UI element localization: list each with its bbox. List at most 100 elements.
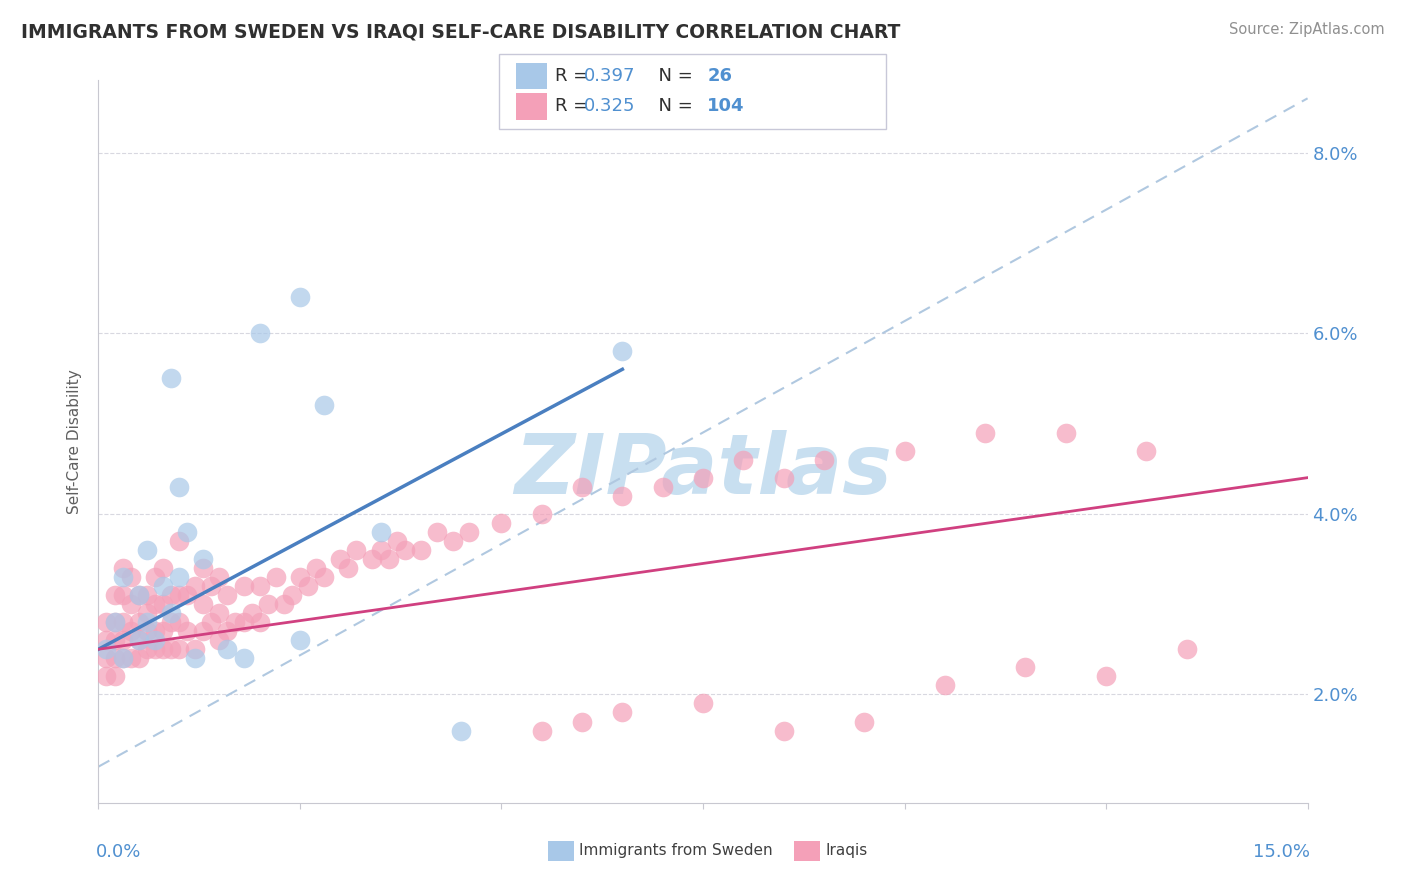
Point [530, 723, 553, 738]
Point [344, 542, 367, 557]
Point [184, 642, 207, 657]
Point [143, 642, 166, 657]
Point [143, 597, 166, 611]
Point [103, 615, 125, 630]
Point [135, 542, 157, 557]
Point [733, 452, 755, 467]
Point [692, 470, 714, 484]
Point [314, 570, 336, 584]
Point [297, 579, 319, 593]
Point [224, 615, 246, 630]
Point [337, 561, 360, 575]
Point [193, 624, 215, 639]
Point [934, 678, 956, 692]
Point [450, 723, 472, 738]
Point [167, 642, 190, 657]
Text: N =: N = [647, 67, 699, 85]
Point [1054, 425, 1077, 440]
Point [217, 624, 239, 639]
Point [772, 470, 794, 484]
Point [96, 615, 118, 630]
Point [128, 633, 150, 648]
Point [167, 533, 190, 548]
Point [426, 524, 449, 539]
Point [135, 606, 157, 620]
Point [103, 651, 125, 665]
Point [103, 615, 125, 630]
Point [184, 651, 207, 665]
Point [772, 723, 794, 738]
Point [120, 570, 142, 584]
Point [813, 452, 835, 467]
Point [208, 606, 231, 620]
Point [370, 524, 392, 539]
Point [167, 570, 190, 584]
Point [571, 480, 593, 494]
Point [612, 344, 634, 359]
Point [314, 398, 336, 412]
Point [111, 588, 134, 602]
Point [974, 425, 997, 440]
Point [120, 597, 142, 611]
Point [370, 542, 392, 557]
Text: IMMIGRANTS FROM SWEDEN VS IRAQI SELF-CARE DISABILITY CORRELATION CHART: IMMIGRANTS FROM SWEDEN VS IRAQI SELF-CAR… [21, 22, 900, 41]
Point [193, 561, 215, 575]
Point [208, 633, 231, 648]
Point [240, 606, 263, 620]
Point [377, 552, 399, 566]
Point [111, 561, 134, 575]
Point [176, 588, 198, 602]
Point [128, 588, 150, 602]
Point [217, 642, 239, 657]
Point [128, 615, 150, 630]
Point [305, 561, 328, 575]
Text: 0.397: 0.397 [583, 67, 636, 85]
Point [193, 597, 215, 611]
Point [200, 615, 222, 630]
Point [143, 633, 166, 648]
Point [152, 624, 174, 639]
Point [249, 579, 271, 593]
Point [394, 542, 416, 557]
Point [176, 624, 198, 639]
Point [288, 570, 311, 584]
Point [193, 552, 215, 566]
Point [135, 615, 157, 630]
Text: 15.0%: 15.0% [1253, 843, 1310, 861]
Point [232, 651, 254, 665]
Point [361, 552, 384, 566]
Point [160, 642, 183, 657]
Point [111, 651, 134, 665]
Point [385, 533, 408, 548]
Point [458, 524, 481, 539]
Point [120, 651, 142, 665]
Point [135, 588, 157, 602]
Point [217, 588, 239, 602]
Text: 0.325: 0.325 [583, 97, 636, 115]
Text: 26: 26 [707, 67, 733, 85]
Point [96, 642, 118, 657]
Point [143, 624, 166, 639]
Point [167, 480, 190, 494]
Point [103, 669, 125, 683]
Point [288, 633, 311, 648]
Point [160, 606, 183, 620]
Point [571, 714, 593, 729]
Text: 0.0%: 0.0% [96, 843, 141, 861]
Point [96, 669, 118, 683]
Point [135, 624, 157, 639]
Point [167, 588, 190, 602]
Point [160, 371, 183, 385]
Point [111, 633, 134, 648]
Point [135, 642, 157, 657]
Point [249, 326, 271, 340]
Point [853, 714, 876, 729]
Text: N =: N = [647, 97, 699, 115]
Text: R =: R = [555, 67, 595, 85]
Point [176, 524, 198, 539]
Point [96, 651, 118, 665]
Point [893, 443, 915, 458]
Point [264, 570, 287, 584]
Point [612, 489, 634, 503]
Text: Iraqis: Iraqis [825, 844, 868, 858]
